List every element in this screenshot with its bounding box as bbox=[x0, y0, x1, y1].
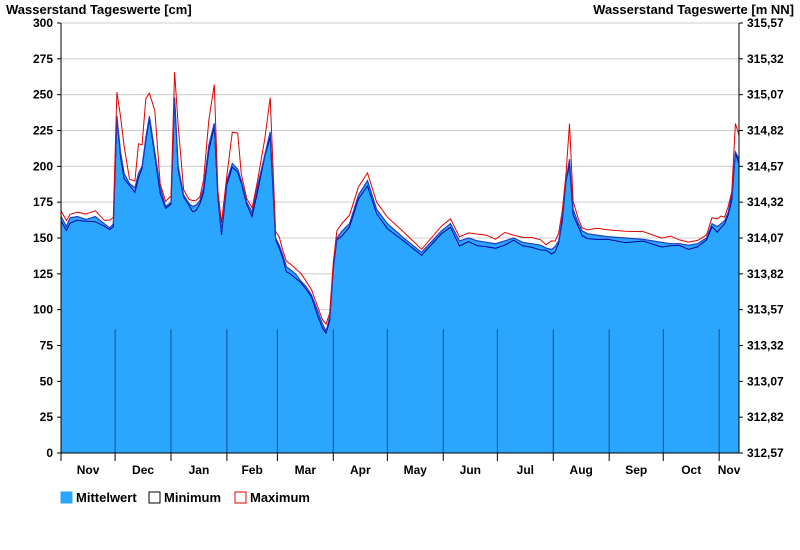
y-tick-label-right: 313,57 bbox=[747, 303, 784, 317]
x-tick-label: May bbox=[404, 463, 428, 477]
x-tick-label: Dec bbox=[132, 463, 154, 477]
x-tick-label: Feb bbox=[241, 463, 262, 477]
y-tick-label-right: 312,82 bbox=[747, 410, 784, 424]
y-tick-label-right: 312,57 bbox=[747, 446, 784, 460]
y-tick-label-right: 314,82 bbox=[747, 124, 784, 138]
legend-item: Mittelwert bbox=[60, 490, 137, 505]
x-tick-label: Jun bbox=[460, 463, 481, 477]
axes: 0 312,57 25 312,82 50 313,07 75 313,32 100 313,57… bbox=[33, 16, 784, 477]
x-tick-label: Jul bbox=[517, 463, 534, 477]
x-tick-label: Nov bbox=[718, 463, 741, 477]
plot-area bbox=[60, 72, 740, 453]
legend-swatch bbox=[234, 491, 247, 504]
legend-swatch bbox=[60, 491, 73, 504]
maximum-line bbox=[60, 72, 740, 325]
y-tick-label-right: 313,32 bbox=[747, 339, 784, 353]
y-tick-label-right: 315,57 bbox=[747, 16, 784, 30]
x-tick-label: Apr bbox=[350, 463, 371, 477]
x-tick-label: Nov bbox=[77, 463, 100, 477]
legend-label: Mittelwert bbox=[76, 490, 137, 505]
mittelwert-line bbox=[60, 97, 740, 333]
y-tick-label-left: 125 bbox=[33, 267, 53, 281]
mittelwert-area bbox=[61, 97, 739, 453]
y-tick-label-left: 50 bbox=[40, 374, 54, 388]
y-tick-label-right: 315,07 bbox=[747, 88, 784, 102]
x-tick-label: Mar bbox=[295, 463, 317, 477]
y-tick-label-right: 314,32 bbox=[747, 195, 784, 209]
y-tick-label-right: 313,07 bbox=[747, 374, 784, 388]
y-tick-label-left: 225 bbox=[33, 124, 53, 138]
legend: Mittelwert Minimum Maximum bbox=[60, 490, 310, 505]
legend-item: Minimum bbox=[148, 490, 221, 505]
legend-item: Maximum bbox=[234, 490, 310, 505]
y-tick-label-left: 150 bbox=[33, 231, 53, 245]
y-tick-label-left: 250 bbox=[33, 88, 53, 102]
y-tick-label-left: 75 bbox=[40, 339, 54, 353]
x-tick-label: Jan bbox=[189, 463, 210, 477]
y-tick-label-left: 100 bbox=[33, 303, 53, 317]
month-dividers bbox=[114, 329, 720, 453]
legend-swatch bbox=[148, 491, 161, 504]
x-tick-label: Aug bbox=[570, 463, 593, 477]
y-tick-label-left: 175 bbox=[33, 195, 53, 209]
y-tick-label-left: 200 bbox=[33, 159, 53, 173]
right-axis-title: Wasserstand Tageswerte [m NN] bbox=[593, 2, 794, 17]
x-tick-label: Oct bbox=[681, 463, 701, 477]
legend-label: Minimum bbox=[164, 490, 221, 505]
y-tick-label-left: 275 bbox=[33, 52, 53, 66]
y-tick-label-left: 300 bbox=[33, 16, 53, 30]
legend-label: Maximum bbox=[250, 490, 310, 505]
y-tick-label-left: 0 bbox=[46, 446, 53, 460]
y-tick-label-right: 313,82 bbox=[747, 267, 784, 281]
y-tick-label-right: 314,07 bbox=[747, 231, 784, 245]
x-tick-label: Sep bbox=[625, 463, 647, 477]
y-tick-label-right: 314,57 bbox=[747, 159, 784, 173]
y-tick-label-left: 25 bbox=[40, 410, 54, 424]
left-axis-title: Wasserstand Tageswerte [cm] bbox=[6, 2, 192, 17]
y-tick-label-right: 315,32 bbox=[747, 52, 784, 66]
